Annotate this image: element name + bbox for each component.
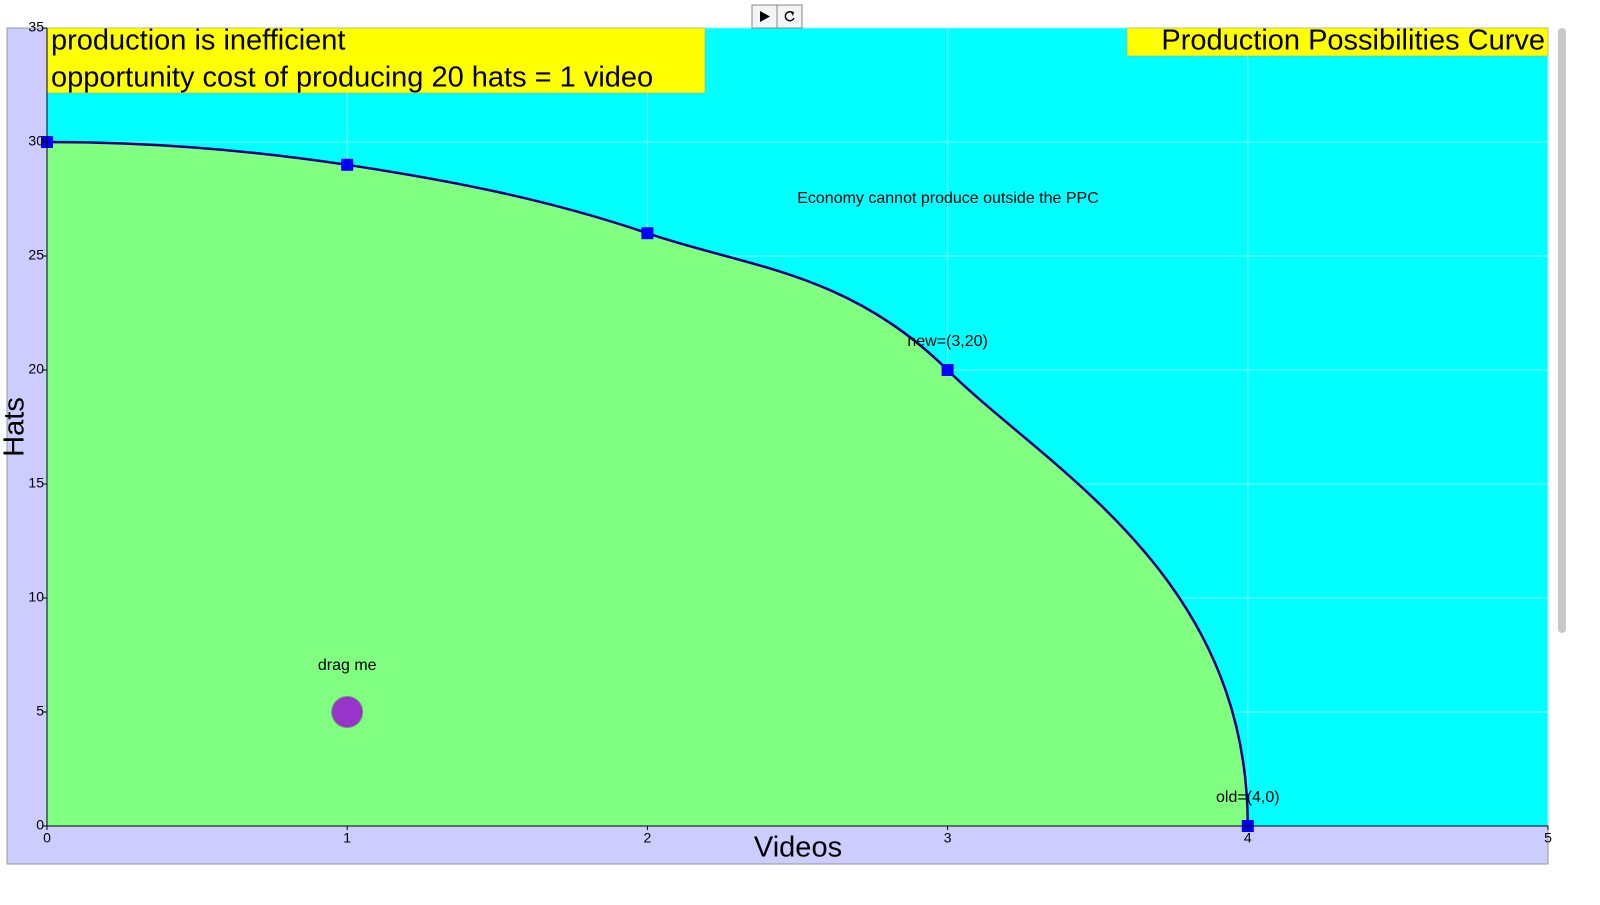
ppc-curve bbox=[46, 140, 1250, 827]
y-tick-label: 15 bbox=[28, 475, 44, 491]
ppc-point bbox=[941, 364, 954, 376]
play-button[interactable] bbox=[751, 4, 778, 29]
x-tick-label: 4 bbox=[1244, 830, 1252, 846]
chart-title: Production Possibilities Curve bbox=[1161, 25, 1545, 57]
y-tick-label: 30 bbox=[28, 133, 44, 149]
feasible-region bbox=[47, 142, 1248, 826]
x-tick-label: 3 bbox=[944, 830, 952, 846]
drag-point-label: drag me bbox=[318, 657, 377, 674]
status-box bbox=[46, 27, 706, 94]
status-line: opportunity cost of producing 20 hats = … bbox=[51, 62, 653, 94]
y-tick-label: 20 bbox=[28, 361, 44, 377]
x-axis-label: Videos bbox=[754, 832, 842, 864]
point-label: old=(4,0) bbox=[1216, 789, 1280, 806]
y-tick-label: 5 bbox=[36, 703, 44, 719]
reset-arrow[interactable] bbox=[790, 11, 794, 16]
y-tick-label: 10 bbox=[28, 589, 44, 605]
y-tick-label: 0 bbox=[36, 817, 44, 833]
y-tick-label: 25 bbox=[28, 247, 44, 263]
reset-button-frame[interactable] bbox=[776, 4, 803, 29]
point-label: new=(3,20) bbox=[907, 333, 988, 350]
status-line: production is inefficient bbox=[51, 25, 345, 57]
y-tick-label: 35 bbox=[28, 19, 44, 35]
x-tick-label: 1 bbox=[343, 830, 351, 846]
y-axis-label: Hats bbox=[0, 397, 31, 457]
x-tick-label: 0 bbox=[43, 830, 51, 846]
reset-button[interactable] bbox=[776, 4, 803, 29]
play-icon[interactable] bbox=[760, 11, 770, 22]
ppc-point bbox=[641, 227, 654, 240]
x-tick-label: 5 bbox=[1544, 830, 1552, 846]
drag-point[interactable] bbox=[331, 696, 364, 728]
ppc-point bbox=[341, 158, 354, 171]
title-box bbox=[1126, 27, 1549, 57]
x-tick-label: 2 bbox=[644, 830, 652, 846]
annotation: Economy cannot produce outside the PPC bbox=[797, 190, 1099, 207]
scrollbar[interactable] bbox=[1558, 28, 1566, 633]
